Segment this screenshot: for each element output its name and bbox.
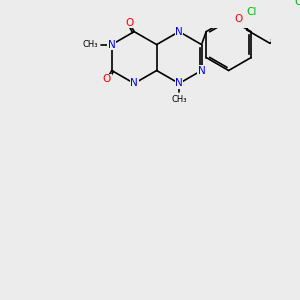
Text: N: N xyxy=(175,27,183,37)
Text: Cl: Cl xyxy=(246,7,256,17)
Text: Cl: Cl xyxy=(295,0,300,7)
Text: O: O xyxy=(125,18,134,28)
Text: N: N xyxy=(108,40,116,50)
Text: CH₃: CH₃ xyxy=(83,40,98,49)
Text: N: N xyxy=(175,79,183,88)
Text: N: N xyxy=(198,65,206,76)
Text: CH₃: CH₃ xyxy=(171,95,187,104)
Text: O: O xyxy=(234,14,242,24)
Text: N: N xyxy=(130,79,138,88)
Text: O: O xyxy=(103,74,111,84)
